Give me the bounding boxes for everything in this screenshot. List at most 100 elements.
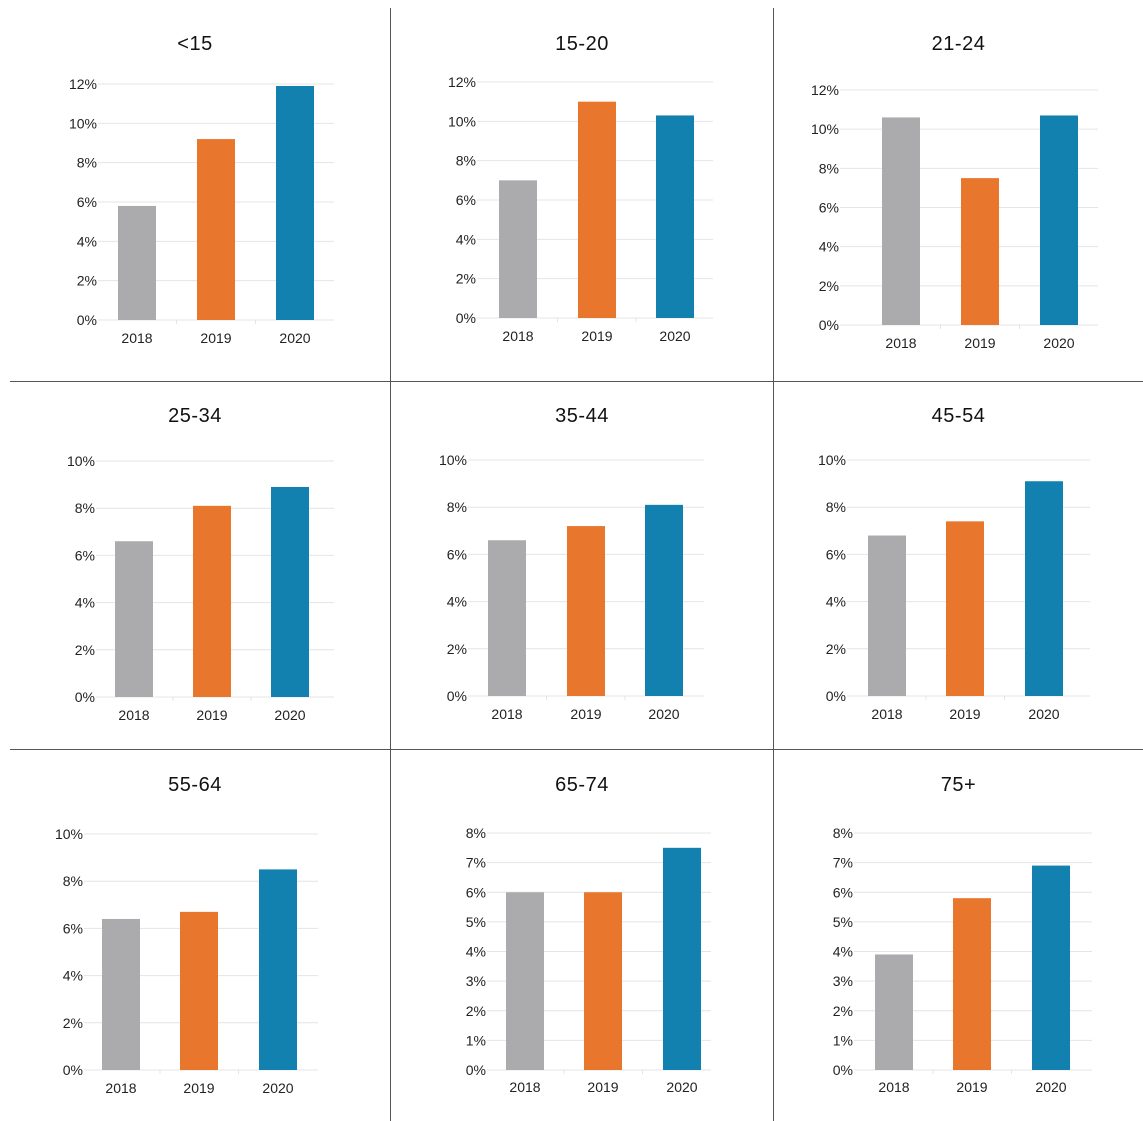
y-tick-label: 2% — [833, 1003, 853, 1019]
x-tick-label: 2018 — [118, 707, 149, 723]
y-tick-label: 5% — [466, 914, 486, 930]
x-tick-label: 2018 — [871, 706, 902, 722]
chart-panel-under-15: <15 0% 2% 4% 6% 8% 10% 12% 2018 2019 2020 — [0, 0, 390, 381]
chart-title: 65-74 — [555, 774, 609, 796]
y-tick-label: 6% — [819, 200, 839, 216]
y-tick-label: 5% — [833, 914, 853, 930]
x-tick-label: 2019 — [196, 707, 227, 723]
bar-2019 — [953, 898, 991, 1070]
x-tick-label: 2018 — [491, 706, 522, 722]
x-tick-label: 2018 — [878, 1079, 909, 1095]
y-tick-label: 8% — [833, 825, 853, 841]
y-tick-label: 2% — [456, 271, 476, 287]
y-tick-label: 4% — [75, 595, 95, 611]
divider-vertical-right — [773, 8, 774, 1121]
x-tick-label: 2019 — [570, 706, 601, 722]
y-tick-label: 4% — [826, 594, 846, 610]
y-tick-label: 0% — [466, 1062, 486, 1078]
y-tick-label: 8% — [447, 499, 467, 515]
bar-2019 — [584, 892, 622, 1070]
y-tick-label: 4% — [456, 231, 476, 247]
y-tick-label: 6% — [826, 546, 846, 562]
bar-2019 — [567, 526, 605, 696]
y-tick-label: 6% — [833, 884, 853, 900]
y-tick-label: 1% — [833, 1032, 853, 1048]
bar-2019 — [193, 505, 231, 697]
bar-2018 — [115, 541, 153, 697]
x-tick-label: 2020 — [659, 328, 690, 344]
bar-chart: 0% 2% 4% 6% 8% 10% 12% 2018 2019 2020 — [448, 74, 713, 344]
chart-title: 25-34 — [168, 405, 222, 427]
x-tick-label: 2019 — [949, 706, 980, 722]
bar-chart: 0% 2% 4% 6% 8% 10% 2018 2019 2020 — [818, 452, 1090, 722]
x-tick-label: 2019 — [200, 330, 231, 346]
y-tick-label: 3% — [466, 973, 486, 989]
y-tick-label: 8% — [63, 873, 83, 889]
bar-2019 — [197, 139, 235, 320]
chart-panel-55-64: 55-64 0% 2% 4% 6% 8% 10% 2018 2019 2020 — [0, 750, 390, 1121]
y-tick-label: 6% — [466, 884, 486, 900]
bar-2018 — [868, 535, 906, 696]
y-tick-label: 1% — [466, 1032, 486, 1048]
y-tick-label: 12% — [448, 74, 476, 90]
bar-2019 — [946, 521, 984, 696]
y-tick-label: 10% — [439, 452, 467, 468]
y-tick-label: 8% — [75, 500, 95, 516]
x-tick-label: 2020 — [1043, 335, 1074, 351]
chart-panel-15-20: 15-20 0% 2% 4% 6% 8% 10% 12% 2018 2019 2020 — [391, 0, 773, 381]
chart-panel-25-34: 25-34 0% 2% 4% 6% 8% 10% 2018 2019 2020 — [0, 382, 390, 749]
y-tick-label: 10% — [55, 826, 83, 842]
y-tick-label: 12% — [69, 76, 97, 92]
y-tick-label: 8% — [77, 155, 97, 171]
bar-2019 — [180, 911, 218, 1070]
bar-2018 — [102, 918, 140, 1070]
y-tick-label: 4% — [447, 594, 467, 610]
x-tick-label: 2019 — [581, 328, 612, 344]
y-tick-label: 8% — [466, 825, 486, 841]
chart-title: 55-64 — [168, 774, 222, 796]
bar-chart: 0% 2% 4% 6% 8% 10% 12% 2018 2019 2020 — [811, 82, 1098, 351]
chart-panel-45-54: 45-54 0% 2% 4% 6% 8% 10% 2018 2019 2020 — [774, 382, 1143, 749]
bar-2020 — [1040, 115, 1078, 325]
y-tick-label: 6% — [63, 920, 83, 936]
x-tick-label: 2018 — [105, 1080, 136, 1096]
bar-chart: 0% 2% 4% 6% 8% 10% 2018 2019 2020 — [439, 452, 704, 722]
y-tick-label: 0% — [63, 1062, 83, 1078]
y-tick-label: 4% — [77, 233, 97, 249]
chart-panel-21-24: 21-24 0% 2% 4% 6% 8% 10% 12% 2018 2019 2020 — [774, 0, 1143, 381]
chart-title: <15 — [177, 33, 213, 55]
x-tick-label: 2019 — [956, 1079, 987, 1095]
y-tick-label: 7% — [466, 855, 486, 871]
y-tick-label: 6% — [77, 194, 97, 210]
y-tick-label: 2% — [77, 273, 97, 289]
bar-chart: 0% 1% 2% 3% 4% 5% 6% 7% 8% 2018 2019 2020 — [466, 825, 711, 1095]
bar-2018 — [499, 180, 537, 318]
bar-2018 — [118, 205, 156, 320]
y-tick-label: 0% — [456, 310, 476, 326]
y-tick-label: 0% — [77, 312, 97, 328]
y-tick-label: 2% — [447, 641, 467, 657]
bar-chart: 0% 2% 4% 6% 8% 10% 2018 2019 2020 — [55, 826, 318, 1096]
bar-2018 — [882, 117, 920, 326]
bar-2020 — [271, 486, 309, 697]
y-tick-label: 0% — [447, 688, 467, 704]
y-tick-label: 8% — [456, 153, 476, 169]
y-tick-label: 3% — [833, 973, 853, 989]
chart-title: 45-54 — [931, 405, 986, 427]
y-tick-label: 10% — [818, 452, 846, 468]
y-tick-label: 10% — [67, 453, 95, 469]
y-tick-label: 4% — [466, 944, 486, 960]
x-tick-label: 2020 — [1035, 1079, 1066, 1095]
x-tick-label: 2020 — [1028, 706, 1059, 722]
x-tick-label: 2019 — [183, 1080, 214, 1096]
bar-chart: 0% 2% 4% 6% 8% 10% 2018 2019 2020 — [67, 453, 334, 723]
chart-panel-35-44: 35-44 0% 2% 4% 6% 8% 10% 2018 2019 2020 — [391, 382, 773, 749]
y-tick-label: 6% — [447, 546, 467, 562]
bar-2020 — [663, 847, 701, 1070]
y-tick-label: 2% — [75, 642, 95, 658]
x-tick-label: 2019 — [964, 335, 995, 351]
y-tick-label: 2% — [466, 1003, 486, 1019]
chart-title: 35-44 — [555, 405, 609, 427]
y-tick-label: 8% — [826, 499, 846, 515]
chart-title: 15-20 — [555, 33, 609, 55]
